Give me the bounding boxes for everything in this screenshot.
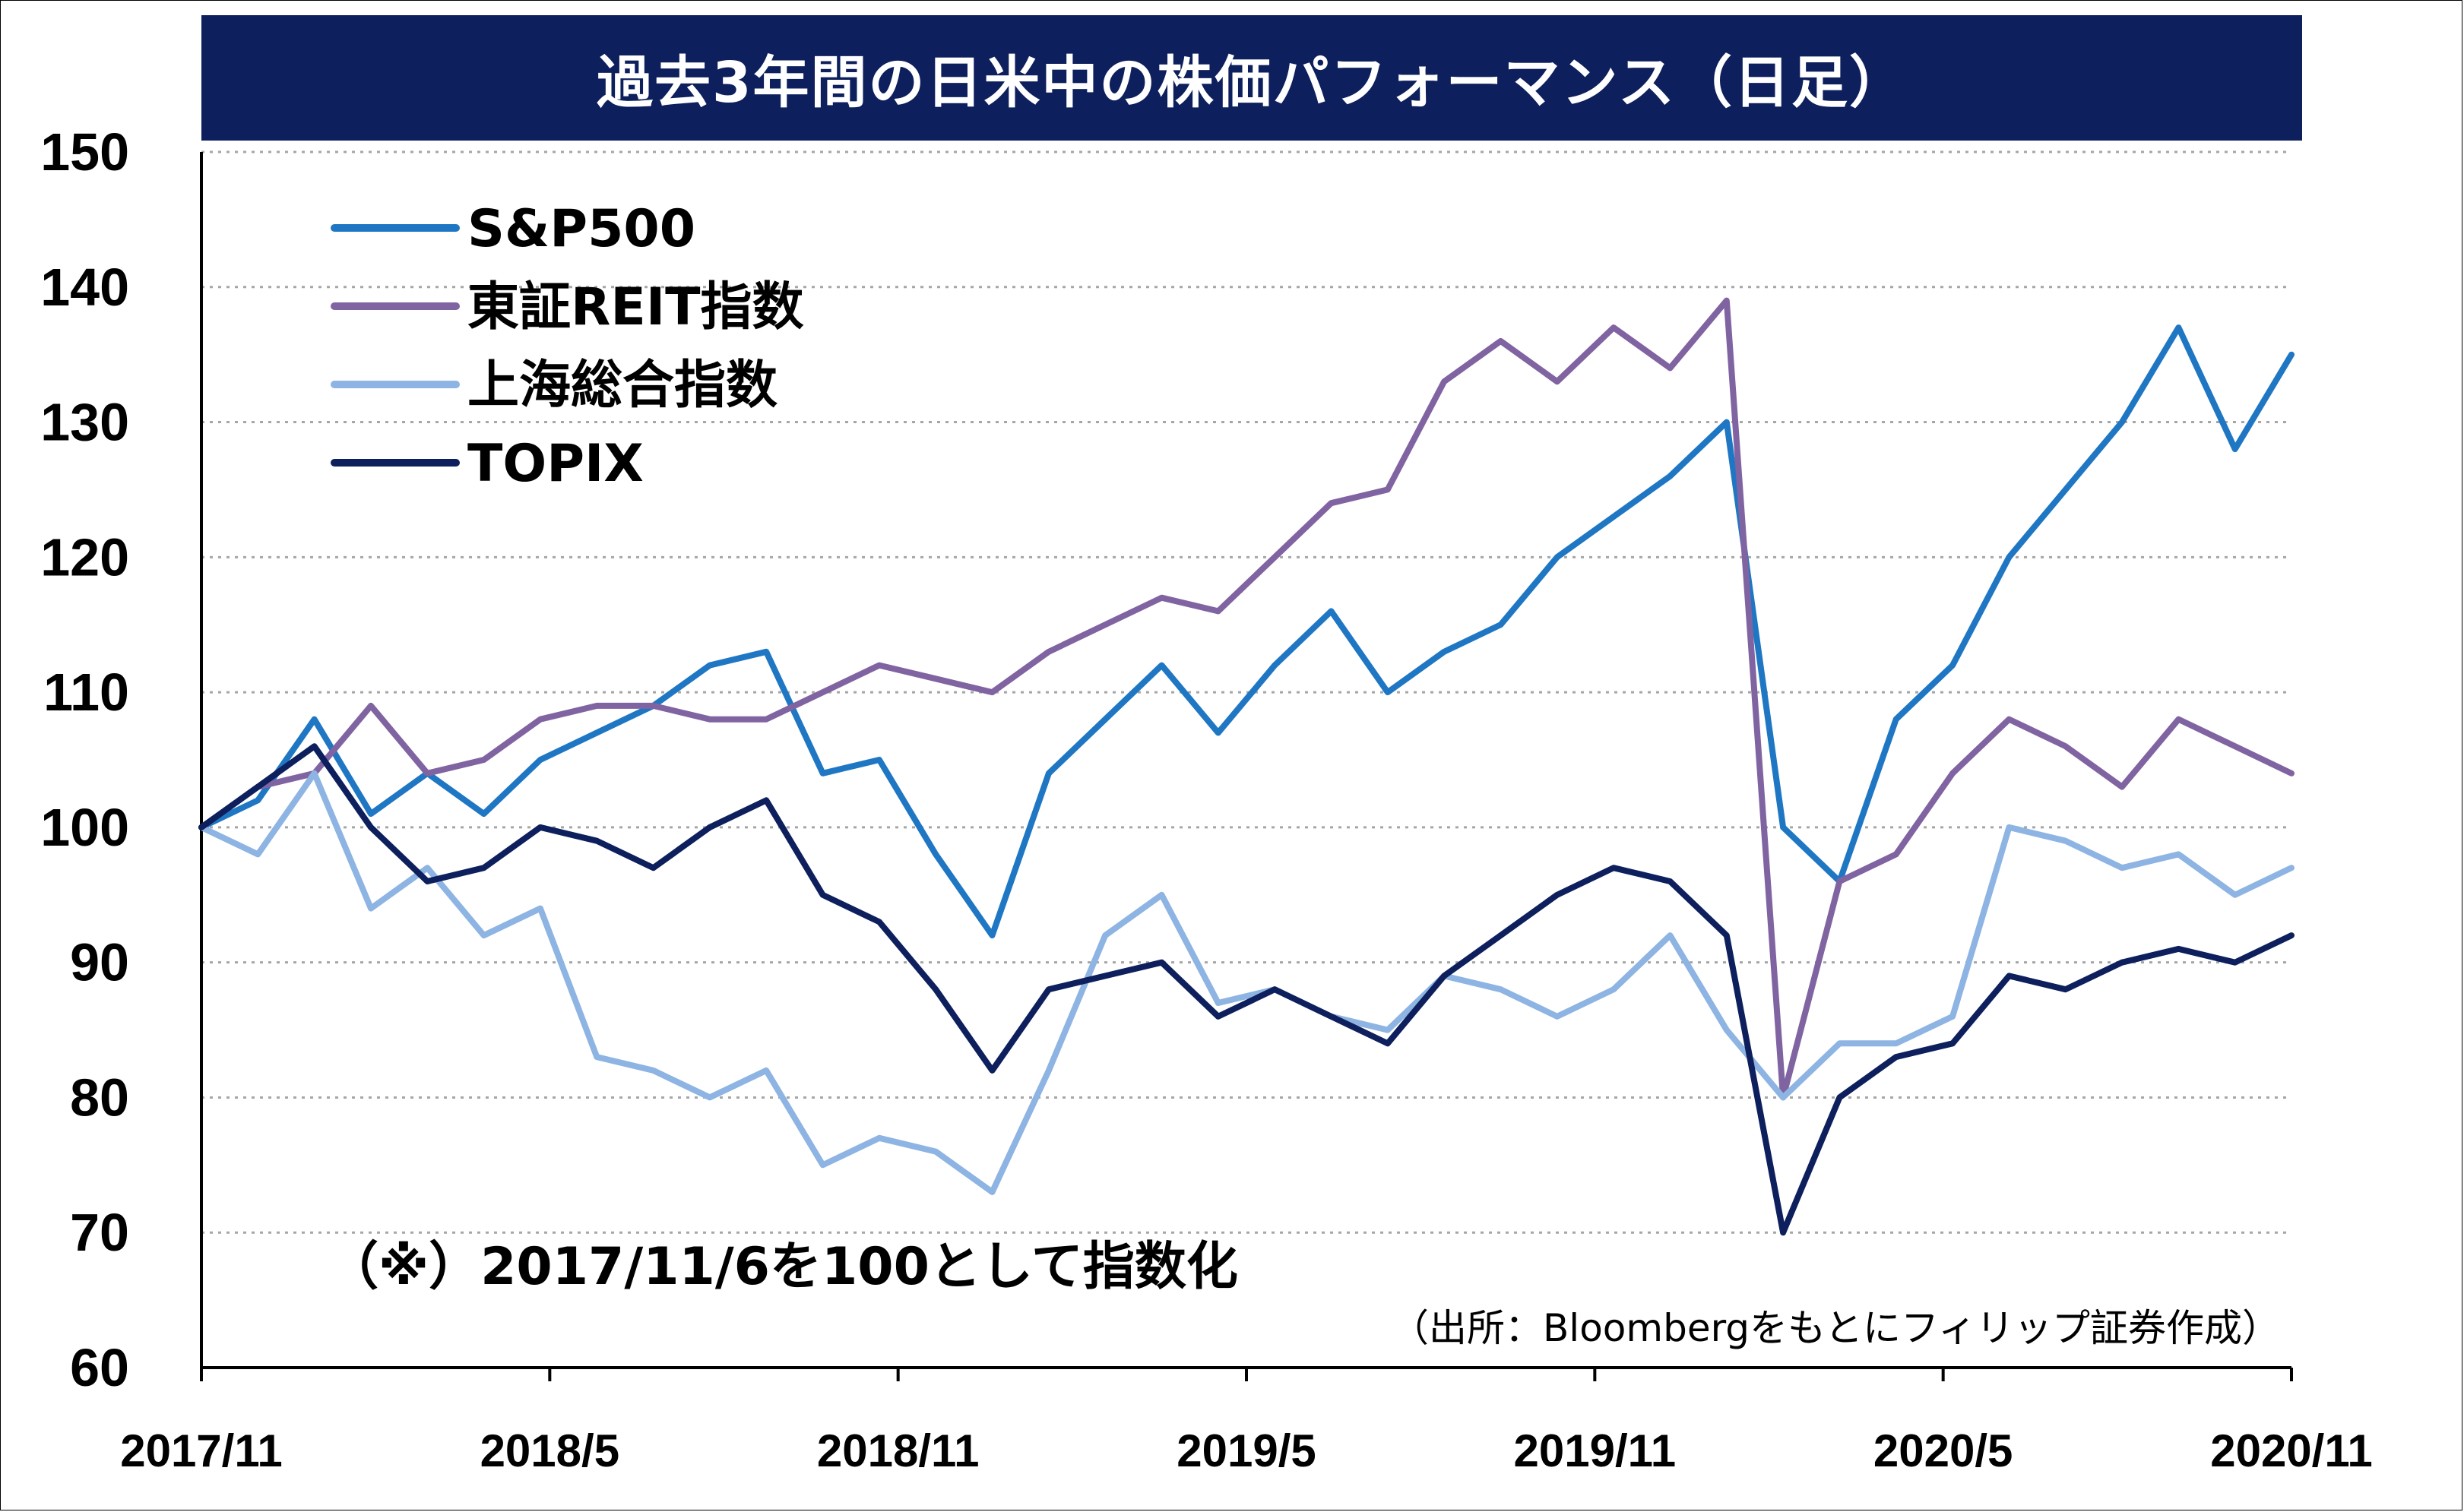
y-tick-labels: 60 70 80 90 100 110 120 130 140 150 (40, 122, 129, 1397)
x-tick-label: 2019/5 (1177, 1425, 1316, 1476)
y-tick-label: 70 (70, 1203, 129, 1262)
chart-title: 過去3年間の日米中の株価パフォーマンス（日足） (596, 50, 1907, 115)
y-tick-label: 130 (40, 393, 129, 452)
legend-label: 上海総合指数 (467, 356, 778, 416)
legend-label: TOPIX (467, 434, 644, 494)
x-tick-labels: 2017/11 2018/5 2018/11 2019/5 2019/11 2020/5 2… (120, 1368, 2373, 1476)
x-tick-label: 2020/11 (2210, 1425, 2373, 1476)
y-tick-label: 80 (70, 1068, 129, 1127)
y-tick-label: 140 (40, 258, 129, 317)
x-tick-label: 2019/11 (1514, 1425, 1677, 1476)
index-note: （※）2017/11/6を100として指数化 (327, 1237, 1238, 1297)
series-lines (198, 297, 2295, 1236)
series-line-reit (198, 297, 2295, 1101)
y-tick-label: 120 (40, 527, 129, 587)
series-line-sp500 (198, 324, 2295, 939)
y-tick-label: 90 (70, 933, 129, 992)
x-tick-label: 2018/11 (817, 1425, 980, 1476)
series-line- (198, 770, 2295, 1195)
x-tick-label: 2017/11 (120, 1425, 283, 1476)
x-tick-label: 2018/5 (480, 1425, 620, 1476)
series-line-topix (198, 743, 2295, 1236)
y-tick-label: 110 (43, 663, 129, 722)
legend-label: S&P500 (467, 199, 695, 259)
source-note: （出所：Bloombergをもとにフィリップ証券作成） (1391, 1306, 2280, 1350)
legend-label: 東証REIT指数 (467, 277, 804, 337)
y-tick-label: 100 (40, 798, 129, 857)
y-tick-label: 150 (40, 122, 129, 182)
y-tick-label: 60 (70, 1338, 129, 1397)
grid-lines (201, 150, 2291, 1234)
x-tick-label: 2020/5 (1873, 1425, 2013, 1476)
title-banner: 過去3年間の日米中の株価パフォーマンス（日足） (201, 15, 2302, 141)
